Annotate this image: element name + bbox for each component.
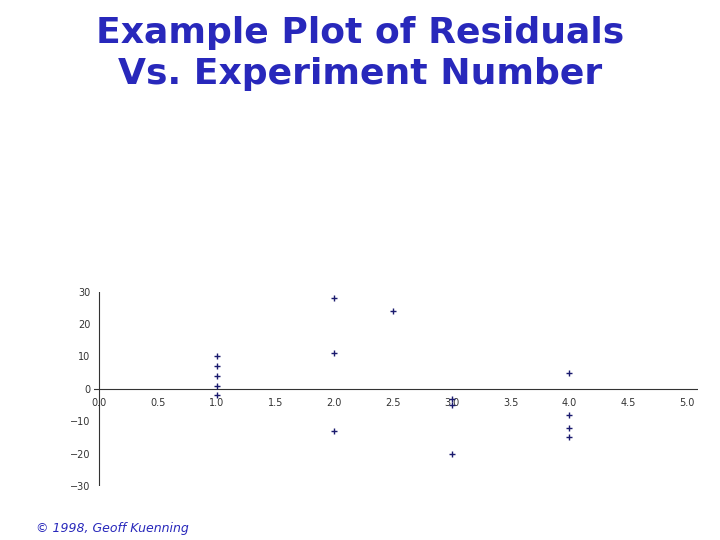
Text: Example Plot of Residuals
Vs. Experiment Number: Example Plot of Residuals Vs. Experiment… — [96, 16, 624, 91]
Text: © 1998, Geoff Kuenning: © 1998, Geoff Kuenning — [36, 522, 189, 535]
